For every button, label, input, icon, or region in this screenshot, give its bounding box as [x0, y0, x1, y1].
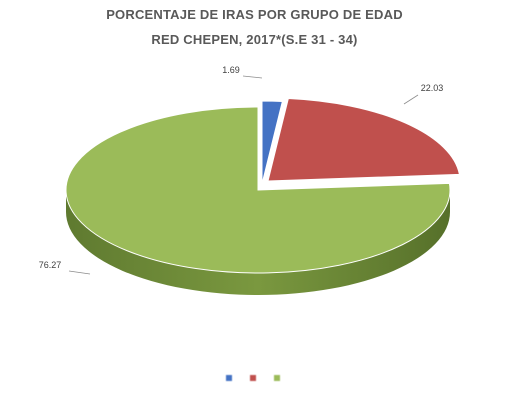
legend-swatch-1 [225, 375, 232, 381]
chart-legend [0, 371, 509, 385]
chart-title: PORCENTAJE DE IRAS POR GRUPO DE EDAD [106, 7, 403, 22]
leader-line-1 [242, 75, 263, 79]
pie-data-labels: 1.69 22.03 76.27 [39, 65, 444, 275]
chart-subtitle: RED CHEPEN, 2017*(S.E 31 - 34) [151, 32, 358, 47]
legend-item-3 [273, 375, 284, 381]
leader-line-3 [68, 270, 91, 275]
legend-item-2 [249, 375, 260, 381]
pie-top-faces [65, 97, 460, 274]
legend-swatch-2 [249, 375, 256, 381]
pie-slice-2 [267, 97, 460, 182]
data-label-1: 1.69 [222, 65, 240, 75]
legend-swatch-3 [273, 375, 280, 381]
pie-side-walls [66, 190, 450, 295]
pie-slice-1 [261, 100, 283, 185]
pie-slice-side-3 [66, 190, 450, 295]
data-label-3: 76.27 [39, 260, 62, 270]
leader-line-2 [403, 94, 419, 105]
legend-item-1 [225, 375, 236, 381]
data-label-2: 22.03 [421, 83, 444, 93]
pie-slice-3 [65, 106, 451, 274]
